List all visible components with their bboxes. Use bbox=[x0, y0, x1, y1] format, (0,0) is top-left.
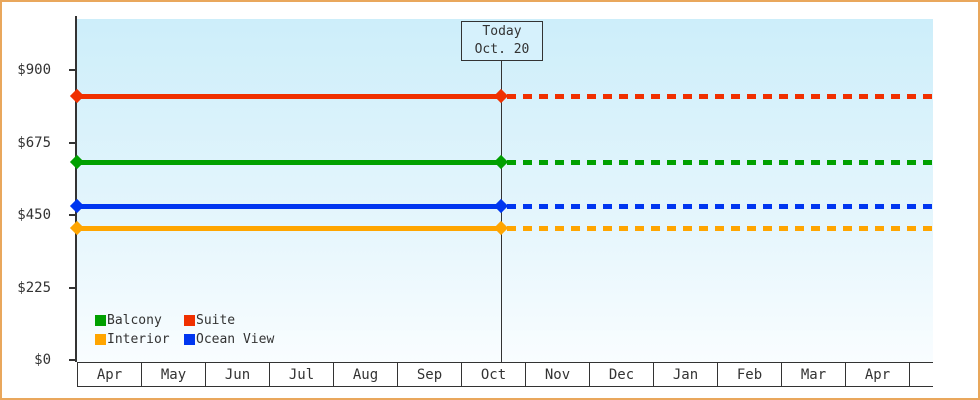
series-line-interior-solid bbox=[77, 226, 501, 231]
month-cell-empty bbox=[910, 363, 933, 386]
y-tick-0 bbox=[69, 359, 76, 361]
y-tick-900 bbox=[69, 69, 76, 71]
month-cell-oct-6: Oct bbox=[462, 363, 526, 386]
month-cell-sep-5: Sep bbox=[398, 363, 462, 386]
month-cell-mar-11: Mar bbox=[782, 363, 846, 386]
legend-item-balcony: Balcony bbox=[95, 313, 184, 328]
month-cell-may-1: May bbox=[142, 363, 206, 386]
month-label: Sep bbox=[416, 366, 443, 383]
y-axis-line bbox=[75, 16, 77, 362]
month-cell-jul-3: Jul bbox=[270, 363, 334, 386]
legend-item-interior: Interior bbox=[95, 332, 184, 347]
y-tick-label-450: $450 bbox=[17, 207, 51, 223]
month-label: Nov bbox=[544, 366, 571, 383]
y-tick-label-0: $0 bbox=[34, 352, 51, 368]
legend-label-ocean-view: Ocean View bbox=[196, 332, 275, 347]
y-tick-450 bbox=[69, 214, 76, 216]
month-cell-apr-0: Apr bbox=[78, 363, 142, 386]
series-line-balcony-dashed bbox=[507, 160, 933, 165]
today-annotation-line2: Oct. 20 bbox=[474, 42, 530, 57]
series-line-ocean-view-dashed bbox=[507, 204, 933, 209]
month-label: Jul bbox=[288, 366, 315, 383]
today-annotation-box: Today Oct. 20 bbox=[461, 21, 543, 61]
legend-item-ocean-view: Ocean View bbox=[184, 332, 274, 347]
y-tick-label-225: $225 bbox=[17, 280, 51, 296]
plot-area bbox=[77, 19, 933, 362]
today-annotation-line1: Today bbox=[482, 24, 522, 39]
series-line-suite-solid bbox=[77, 94, 501, 99]
series-line-interior-dashed bbox=[507, 226, 933, 231]
series-line-ocean-view-solid bbox=[77, 204, 501, 209]
legend-label-suite: Suite bbox=[196, 313, 236, 328]
legend-label-balcony: Balcony bbox=[107, 313, 162, 328]
y-tick-label-675: $675 bbox=[17, 135, 51, 151]
y-tick-675 bbox=[69, 142, 76, 144]
month-cell-aug-4: Aug bbox=[334, 363, 398, 386]
month-cell-dec-8: Dec bbox=[590, 363, 654, 386]
legend-swatch-icon-interior bbox=[95, 334, 106, 345]
month-label: Jun bbox=[224, 366, 251, 383]
legend-swatch-icon-suite bbox=[184, 315, 195, 326]
month-label: May bbox=[160, 366, 187, 383]
month-label: Oct bbox=[480, 366, 507, 383]
month-axis-band: Apr May Jun Jul Aug Sep Oct Nov Dec Jan Feb Mar Apr bbox=[77, 362, 933, 387]
month-cell-apr-12: Apr bbox=[846, 363, 910, 386]
month-cell-feb-10: Feb bbox=[718, 363, 782, 386]
y-tick-225 bbox=[69, 287, 76, 289]
series-line-suite-dashed bbox=[507, 94, 933, 99]
month-label: Dec bbox=[608, 366, 635, 383]
legend-label-interior: Interior bbox=[107, 332, 170, 347]
month-cell-nov-7: Nov bbox=[526, 363, 590, 386]
legend-swatch-icon-ocean-view bbox=[184, 334, 195, 345]
month-cell-jan-9: Jan bbox=[654, 363, 718, 386]
month-cell-jun-2: Jun bbox=[206, 363, 270, 386]
legend-swatch-icon-balcony bbox=[95, 315, 106, 326]
y-tick-label-900: $900 bbox=[17, 62, 51, 78]
month-label: Apr bbox=[96, 366, 123, 383]
legend-item-suite: Suite bbox=[184, 313, 274, 328]
month-label: Apr bbox=[864, 366, 891, 383]
month-label: Aug bbox=[352, 366, 379, 383]
month-label: Jan bbox=[672, 366, 699, 383]
legend: Balcony Suite Interior Ocean View bbox=[95, 313, 274, 347]
month-label: Feb bbox=[736, 366, 763, 383]
series-line-balcony-solid bbox=[77, 160, 501, 165]
month-label: Mar bbox=[800, 366, 827, 383]
